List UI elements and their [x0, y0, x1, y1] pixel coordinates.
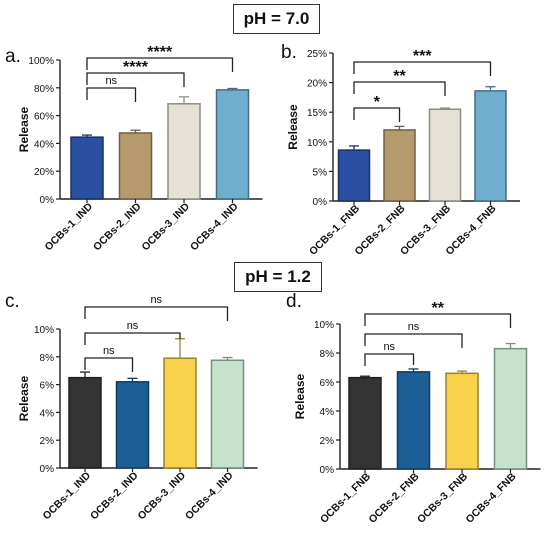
y-tick-label: 0%: [313, 197, 328, 208]
y-tick-label: 20%: [307, 79, 327, 90]
bar: [118, 132, 153, 200]
bar: [70, 136, 104, 200]
significance-label: ns: [127, 320, 139, 332]
bar: [383, 129, 416, 202]
significance-label: ****: [147, 44, 173, 61]
bar: [474, 90, 507, 202]
y-tick-label: 8%: [40, 353, 55, 364]
ph-heading-bottom: pH = 1.2: [234, 262, 322, 292]
x-tick-label: OCBs-4_IND: [183, 469, 236, 522]
chart-panel-3: c. 0% 2% 4% 6% 8% 10% Release OCBs-1_INDOCBs-2_I…: [5, 291, 258, 522]
significance-bracket: [353, 81, 446, 96]
significance-label: ns: [105, 75, 117, 87]
significance-label: ns: [408, 321, 420, 333]
significance-label: **: [432, 300, 445, 317]
bar: [493, 347, 528, 470]
y-axis-title: Release: [286, 104, 300, 150]
x-tick-label: OCBs-2_FNB: [367, 470, 422, 525]
panel-label: a.: [5, 46, 21, 67]
bar: [68, 376, 102, 469]
chart-panel-2: b.0%5%10%15%20%25%ReleaseOCBs-1_FNBOCBs-…: [281, 42, 520, 258]
y-tick-label: 25%: [307, 49, 327, 60]
x-tick-label: OCBs-3_IND: [135, 469, 188, 522]
significance-label: ns: [383, 341, 395, 353]
significance-label: ns: [103, 345, 115, 357]
y-tick-label: 2%: [320, 436, 335, 447]
x-tick-label: OCBs-3_FNB: [415, 470, 470, 525]
y-tick-label: 10%: [314, 320, 334, 331]
y-tick-label: 100%: [28, 56, 54, 67]
bar: [210, 359, 245, 469]
y-tick-label: 8%: [320, 349, 335, 360]
significance-label: ***: [413, 48, 432, 65]
y-tick-label: 4%: [40, 408, 55, 419]
bar: [396, 371, 431, 470]
x-tick-label: OCBs-2_IND: [88, 469, 141, 522]
ph-heading-top: pH = 7.0: [233, 4, 320, 34]
bar: [115, 381, 150, 469]
significance-bracket: [86, 57, 234, 72]
significance-bracket: [353, 61, 492, 76]
y-axis-title: Release: [293, 373, 307, 419]
bar: [167, 103, 201, 200]
y-tick-label: 5%: [313, 167, 328, 178]
significance-bracket: [353, 107, 401, 122]
y-tick-label: 4%: [320, 407, 335, 418]
y-tick-label: 2%: [40, 436, 55, 447]
significance-label: ns: [150, 294, 162, 306]
y-tick-label: 60%: [34, 112, 54, 123]
panel-label: b.: [281, 42, 297, 63]
significance-label: ****: [123, 59, 149, 76]
y-tick-label: 10%: [307, 138, 327, 149]
bar: [215, 89, 250, 200]
y-tick-label: 80%: [34, 84, 54, 95]
significance-bracket: [86, 87, 137, 102]
y-axis-title: Release: [17, 106, 31, 152]
significance-label: **: [393, 68, 406, 85]
x-tick-label: OCBs-4_IND: [188, 200, 241, 253]
bar: [163, 357, 197, 469]
significance-bracket: [364, 313, 512, 328]
significance-label: *: [374, 94, 381, 111]
y-tick-label: 15%: [307, 108, 327, 119]
chart-panel-4: d. 0% 2% 4% 6% 8% 10% Release OCBs-1_FNBOCBs-2_F…: [286, 291, 541, 526]
panel-label: d.: [286, 291, 302, 312]
bar: [348, 376, 382, 470]
y-tick-label: 6%: [40, 381, 55, 392]
x-tick-label: OCBs-2_IND: [91, 200, 144, 253]
x-tick-label: OCBs-3_IND: [139, 200, 192, 253]
y-axis-title: Release: [17, 375, 31, 421]
significance-bracket: [86, 72, 185, 87]
panel-label: c.: [5, 291, 20, 312]
bar: [337, 149, 371, 202]
chart-panel-1: a.0%20%40%60%80%100%ReleaseOCBs-1_INDOCB…: [5, 44, 263, 253]
y-tick-label: 0%: [320, 465, 335, 476]
y-tick-label: 20%: [34, 167, 54, 178]
y-tick-label: 10%: [34, 325, 54, 336]
significance-bracket: [364, 333, 463, 348]
y-tick-label: 0%: [40, 195, 55, 206]
significance-bracket: [84, 306, 229, 321]
bar: [445, 372, 479, 470]
y-tick-label: 6%: [320, 378, 335, 389]
x-tick-label: OCBs-1_IND: [40, 469, 93, 522]
y-tick-label: 0%: [40, 464, 55, 475]
x-tick-label: OCBs-4_FNB: [464, 470, 519, 525]
significance-bracket: [84, 357, 134, 372]
bar: [428, 108, 462, 202]
x-tick-label: OCBs-1_IND: [42, 200, 95, 253]
x-tick-label: OCBs-1_FNB: [318, 470, 373, 525]
y-tick-label: 40%: [34, 139, 54, 150]
significance-bracket: [84, 332, 181, 345]
significance-bracket: [364, 353, 415, 366]
